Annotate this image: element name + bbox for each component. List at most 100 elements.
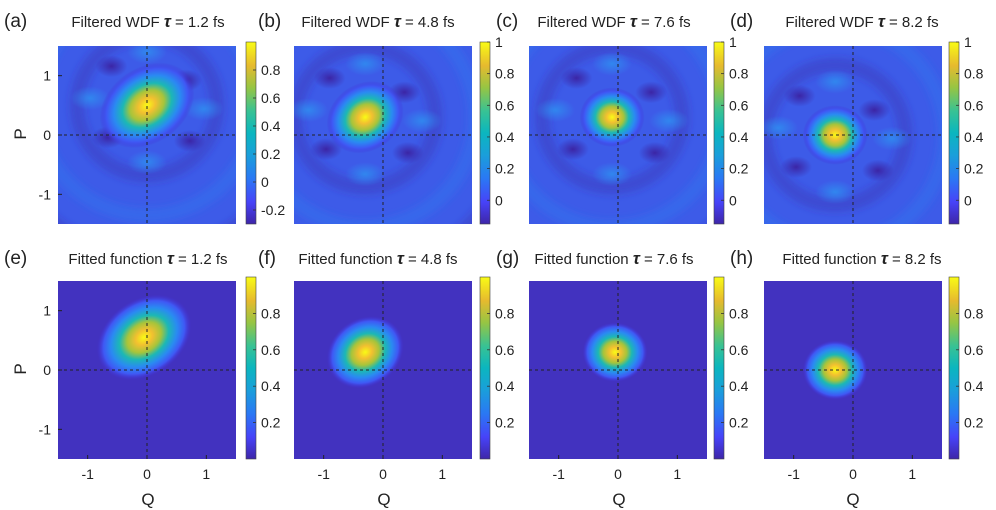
title-prefix: Filtered WDF — [785, 14, 873, 31]
title-prefix: Filtered WDF — [301, 14, 389, 31]
negative-lobe — [173, 129, 206, 152]
positive-lobe — [535, 98, 576, 123]
title-prefix: Filtered WDF — [71, 14, 159, 31]
tau-value: = 4.8 fs — [408, 251, 458, 268]
positive-lobe — [70, 86, 111, 111]
x-tick-label: 0 — [379, 466, 387, 482]
negative-lobe — [858, 99, 891, 122]
positive-lobe — [294, 98, 329, 123]
colorbar-tick-label: 0.8 — [495, 66, 515, 82]
colorbar-tick-label: 0 — [495, 192, 503, 208]
colorbar-tick-label: 1 — [729, 34, 737, 50]
negative-lobe — [861, 159, 894, 182]
colorbar-tick-label: 0.8 — [964, 305, 984, 321]
colorbar-tick-label: 0.8 — [729, 66, 749, 82]
y-tick-label: -1 — [39, 186, 52, 202]
tau-symbol: τ — [881, 249, 889, 268]
tau-value: = 4.8 fs — [405, 14, 455, 31]
title-prefix: Fitted function — [782, 251, 876, 268]
tau-value: = 7.6 fs — [641, 14, 691, 31]
colorbar-tick-label: 0.6 — [261, 342, 281, 358]
colorbar-tick-label: 0.6 — [729, 342, 749, 358]
peak-blob — [96, 294, 192, 381]
plot-content — [529, 46, 707, 224]
tau-symbol: τ — [167, 249, 175, 268]
x-axis-label-h: Q — [846, 490, 859, 509]
plot-content — [582, 322, 648, 382]
panel-title: Fitted function τ = 1.2 fs — [68, 249, 227, 268]
colorbar-tick-label: 1 — [964, 34, 972, 50]
colorbar-tick-label: 0.4 — [729, 129, 749, 145]
panel-title: Filtered WDF τ = 4.8 fs — [301, 12, 454, 31]
colorbar — [948, 276, 960, 460]
colorbar-tick-label: 0.2 — [495, 161, 515, 177]
heatmap-b: 0 0.2 0.4 0.6 0.8 1 — [294, 34, 515, 225]
plot-content — [96, 294, 192, 381]
colorbar-tick-label: 0.2 — [729, 415, 749, 431]
x-tick-label: -1 — [787, 466, 800, 482]
title-prefix: Filtered WDF — [537, 14, 625, 31]
negative-lobe — [313, 67, 346, 90]
colorbar — [245, 41, 257, 225]
colorbar-tick-label: 0.2 — [261, 415, 281, 431]
panel-label: (f) — [258, 248, 276, 269]
negative-lobe — [638, 141, 671, 164]
panel-title: Fitted function τ = 7.6 fs — [534, 249, 693, 268]
panel-label: (h) — [730, 248, 753, 269]
x-tick-label: 0 — [143, 466, 151, 482]
positive-lobe — [345, 162, 386, 187]
negative-lobe — [783, 84, 816, 107]
panel-e: (e) Fitted function τ = 1.2 fs — [4, 248, 228, 269]
heatmap-d: 0 0.2 0.4 0.6 0.8 1 — [764, 34, 984, 225]
tau-value: = 8.2 fs — [889, 14, 939, 31]
panel-d: (d) Filtered WDF τ = 8.2 fs — [730, 11, 939, 32]
colorbar-tick-label: 0.4 — [495, 129, 515, 145]
title-prefix: Fitted function — [68, 251, 162, 268]
panel-h: (h) Fitted function τ = 8.2 fs — [730, 248, 942, 269]
colorbar-tick-label: 0.4 — [964, 129, 984, 145]
negative-lobe — [635, 81, 668, 104]
positive-lobe — [815, 69, 856, 94]
panel-label: (b) — [258, 11, 281, 32]
tau-symbol: τ — [630, 12, 638, 31]
colorbar-tick-label: 0.6 — [729, 97, 749, 113]
tau-value: = 1.2 fs — [178, 251, 228, 268]
peak-blob — [579, 87, 645, 147]
x-axis-label-g: Q — [612, 490, 625, 509]
panel-title: Fitted function τ = 8.2 fs — [782, 249, 941, 268]
colorbar-tick-label: 0.8 — [261, 305, 281, 321]
colorbar-tick-label: 0 — [964, 192, 972, 208]
x-tick-label: -1 — [81, 466, 94, 482]
colorbar-tick-label: 0.8 — [729, 305, 749, 321]
negative-lobe — [780, 156, 813, 179]
y-axis-label-bottom: P — [11, 363, 30, 374]
heatmap-c: 0 0.2 0.4 0.6 0.8 1 — [529, 34, 749, 225]
colorbar — [479, 41, 491, 225]
colorbar-tick-label: 0.6 — [495, 97, 515, 113]
colorbar-tick-label: 0.2 — [729, 161, 749, 177]
tau-value: = 1.2 fs — [175, 14, 225, 31]
y-tick-label: 1 — [43, 303, 51, 319]
x-tick-label: 0 — [849, 466, 857, 482]
plot-content — [802, 340, 868, 400]
colorbar — [713, 41, 725, 225]
tau-symbol: τ — [164, 12, 172, 31]
peak-blob — [802, 105, 868, 165]
colorbar-tick-label: 0.6 — [261, 90, 281, 106]
negative-lobe — [560, 67, 593, 90]
y-tick-label: 0 — [43, 127, 51, 143]
peak-blob — [582, 322, 648, 382]
panel-label: (g) — [496, 248, 519, 269]
colorbar-tick-label: 0.4 — [729, 378, 749, 394]
negative-lobe — [391, 141, 424, 164]
positive-lobe — [183, 96, 224, 121]
colorbar-tick-label: 0.8 — [261, 62, 281, 78]
colorbar-tick-label: 0 — [729, 192, 737, 208]
tau-symbol: τ — [397, 249, 405, 268]
panel-g: (g) Fitted function τ = 7.6 fs — [496, 248, 694, 269]
heatmap-f: -1 0 1 0.2 0.4 0.6 0.8 — [294, 276, 515, 482]
negative-lobe — [310, 138, 343, 161]
positive-lobe — [592, 51, 633, 76]
panel-c: (c) Filtered WDF τ = 7.6 fs — [496, 11, 691, 32]
